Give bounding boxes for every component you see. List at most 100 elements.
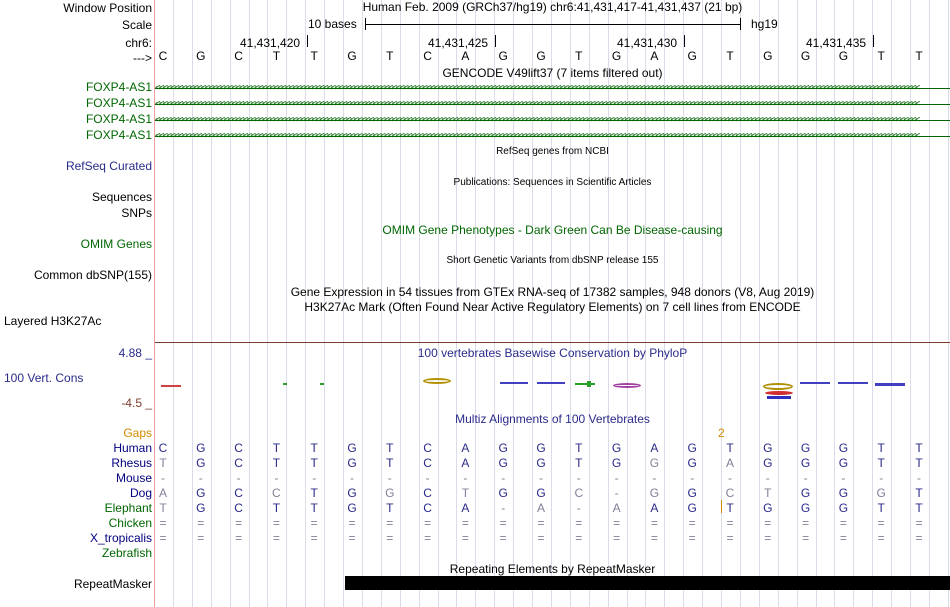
gridline — [191, 0, 193, 607]
alignment-base: G — [800, 456, 811, 470]
alignment-base: T — [310, 441, 318, 455]
alignment-base: T — [272, 456, 281, 470]
gridline — [928, 0, 930, 607]
alignment-base: A — [612, 501, 621, 515]
reference-base: C — [423, 49, 432, 63]
gaps-label[interactable]: Gaps — [123, 426, 152, 440]
reference-base: T — [272, 49, 281, 63]
alignment-base: G — [498, 486, 508, 500]
alignment-base: G — [611, 456, 622, 470]
species-mouse-label[interactable]: Mouse — [115, 471, 152, 485]
gridline — [550, 0, 552, 607]
h3k27ac-track-title[interactable]: H3K27Ac Mark (Often Found Near Active Re… — [304, 300, 801, 314]
refseq-track-label[interactable]: RefSeq Curated — [65, 159, 152, 173]
alignment-base: - — [236, 471, 241, 485]
gencode-item-label-1[interactable]: FOXP4-AS1 — [85, 80, 152, 94]
gridline — [513, 0, 515, 607]
dbsnp-track-title[interactable]: Short Genetic Variants from dbSNP releas… — [446, 255, 659, 266]
alignment-base: A — [461, 456, 470, 470]
gencode-item-label-4[interactable]: FOXP4-AS1 — [85, 128, 152, 142]
species-xtropicalis-label[interactable]: X_tropicalis — [89, 531, 152, 545]
species-chicken-label[interactable]: Chicken — [108, 516, 152, 530]
sequences-track-label[interactable]: Sequences — [91, 190, 152, 204]
alignment-base: - — [463, 471, 468, 485]
alignment-base: = — [915, 531, 923, 545]
alignment-base: G — [687, 486, 697, 500]
gridline — [172, 0, 174, 607]
repeatmasker-track-title[interactable]: Repeating Elements by RepeatMasker — [449, 562, 656, 576]
phylop-track-label[interactable]: 100 Vert. Cons — [4, 371, 84, 385]
repeatmasker-track-label[interactable]: RepeatMasker — [73, 577, 152, 591]
dbsnp-track-label[interactable]: Common dbSNP(155) — [33, 268, 152, 282]
gridline — [475, 0, 477, 607]
omim-track-title[interactable]: OMIM Gene Phenotypes - Dark Green Can Be… — [382, 223, 723, 237]
scale-bar-left-end — [365, 18, 366, 30]
alignment-base: - — [312, 471, 317, 485]
alignment-base: - — [274, 471, 279, 485]
gencode-track-title[interactable]: GENCODE V49lift37 (7 items filtered out) — [442, 66, 663, 80]
gridline — [532, 0, 533, 607]
gencode-transcript-4[interactable]: <<<<<<<<<<<<<<<<<<<<<<<<<<<<<<<<<<<<<<<<… — [155, 130, 950, 142]
gridline — [664, 0, 666, 607]
gridline — [399, 0, 401, 607]
snps-track-label[interactable]: SNPs — [121, 206, 152, 220]
gridline — [891, 0, 893, 607]
coordinate-label-2: 41,431,425 — [428, 36, 489, 50]
alignment-base: A — [650, 441, 659, 455]
scale-label: Scale — [121, 18, 152, 32]
omim-track-label[interactable]: OMIM Genes — [80, 237, 152, 251]
coordinate-tick-2 — [495, 35, 496, 47]
phylop-mark-15 — [875, 383, 905, 386]
alignment-base: T — [575, 456, 583, 470]
species-human-label[interactable]: Human — [113, 441, 152, 455]
alignment-base: - — [614, 471, 619, 485]
species-elephant-label[interactable]: Elephant — [104, 501, 152, 515]
gridline — [777, 0, 779, 607]
gencode-item-label-2[interactable]: FOXP4-AS1 — [85, 96, 152, 110]
alignment-base: = — [802, 516, 810, 530]
phylop-track-title[interactable]: 100 vertebrates Basewise Conservation by… — [417, 346, 688, 360]
repeat-element-bar[interactable] — [345, 576, 950, 590]
alignment-base: = — [688, 516, 696, 530]
alignment-base: - — [841, 471, 846, 485]
gap-marker — [721, 500, 722, 513]
assembly-position-text: Human Feb. 2009 (GRCh37/hg19) chr6:41,43… — [362, 0, 743, 14]
alignment-base: = — [424, 516, 432, 530]
alignment-base: = — [537, 516, 545, 530]
phylop-mark-14 — [838, 382, 868, 384]
publications-track-title[interactable]: Publications: Sequences in Scientific Ar… — [453, 177, 652, 188]
alignment-base: - — [539, 471, 543, 485]
alignment-base: G — [498, 441, 508, 455]
alignment-base: = — [461, 531, 469, 545]
alignment-base: C — [234, 501, 243, 515]
h3k27ac-track-label[interactable]: Layered H3K27Ac — [4, 314, 102, 328]
alignment-base: = — [726, 516, 734, 530]
species-rhesus-label[interactable]: Rhesus — [111, 456, 152, 470]
reference-base: T — [575, 49, 583, 63]
phylop-mark-8 — [587, 381, 591, 387]
alignment-base: = — [499, 531, 507, 545]
gridline — [229, 0, 231, 607]
gencode-transcript-3[interactable]: <<<<<<<<<<<<<<<<<<<<<<<<<<<<<<<<<<<<<<<<… — [155, 114, 950, 126]
gencode-transcript-2[interactable]: <<<<<<<<<<<<<<<<<<<<<<<<<<<<<<<<<<<<<<<<… — [155, 98, 950, 110]
alignment-base: A — [461, 501, 470, 515]
coordinate-label-3: 41,431,430 — [617, 36, 678, 50]
strand-arrow-label: ---> — [133, 51, 152, 65]
gridline — [626, 0, 628, 607]
reference-base: T — [877, 49, 885, 63]
window-position-label: Window Position — [63, 1, 152, 15]
gtex-track-title[interactable]: Gene Expression in 54 tissues from GTEx … — [290, 285, 815, 299]
alignment-base: C — [423, 456, 432, 470]
track-data-area[interactable]: Human Feb. 2009 (GRCh37/hg19) chr6:41,43… — [155, 0, 950, 607]
scale-bar-right-end — [740, 18, 741, 30]
species-dog-label[interactable]: Dog — [129, 486, 152, 500]
alignment-base: = — [197, 531, 205, 545]
refseq-track-title[interactable]: RefSeq genes from NCBI — [496, 146, 609, 157]
gencode-item-label-3[interactable]: FOXP4-AS1 — [85, 112, 152, 126]
species-zebrafish-label[interactable]: Zebrafish — [101, 546, 152, 560]
reference-base: G — [196, 49, 206, 63]
multiz-track-title[interactable]: Multiz Alignments of 100 Vertebrates — [455, 412, 650, 426]
phylop-mark-10 — [763, 383, 793, 390]
gencode-transcript-1[interactable]: <<<<<<<<<<<<<<<<<<<<<<<<<<<<<<<<<<<<<<<<… — [155, 82, 950, 94]
